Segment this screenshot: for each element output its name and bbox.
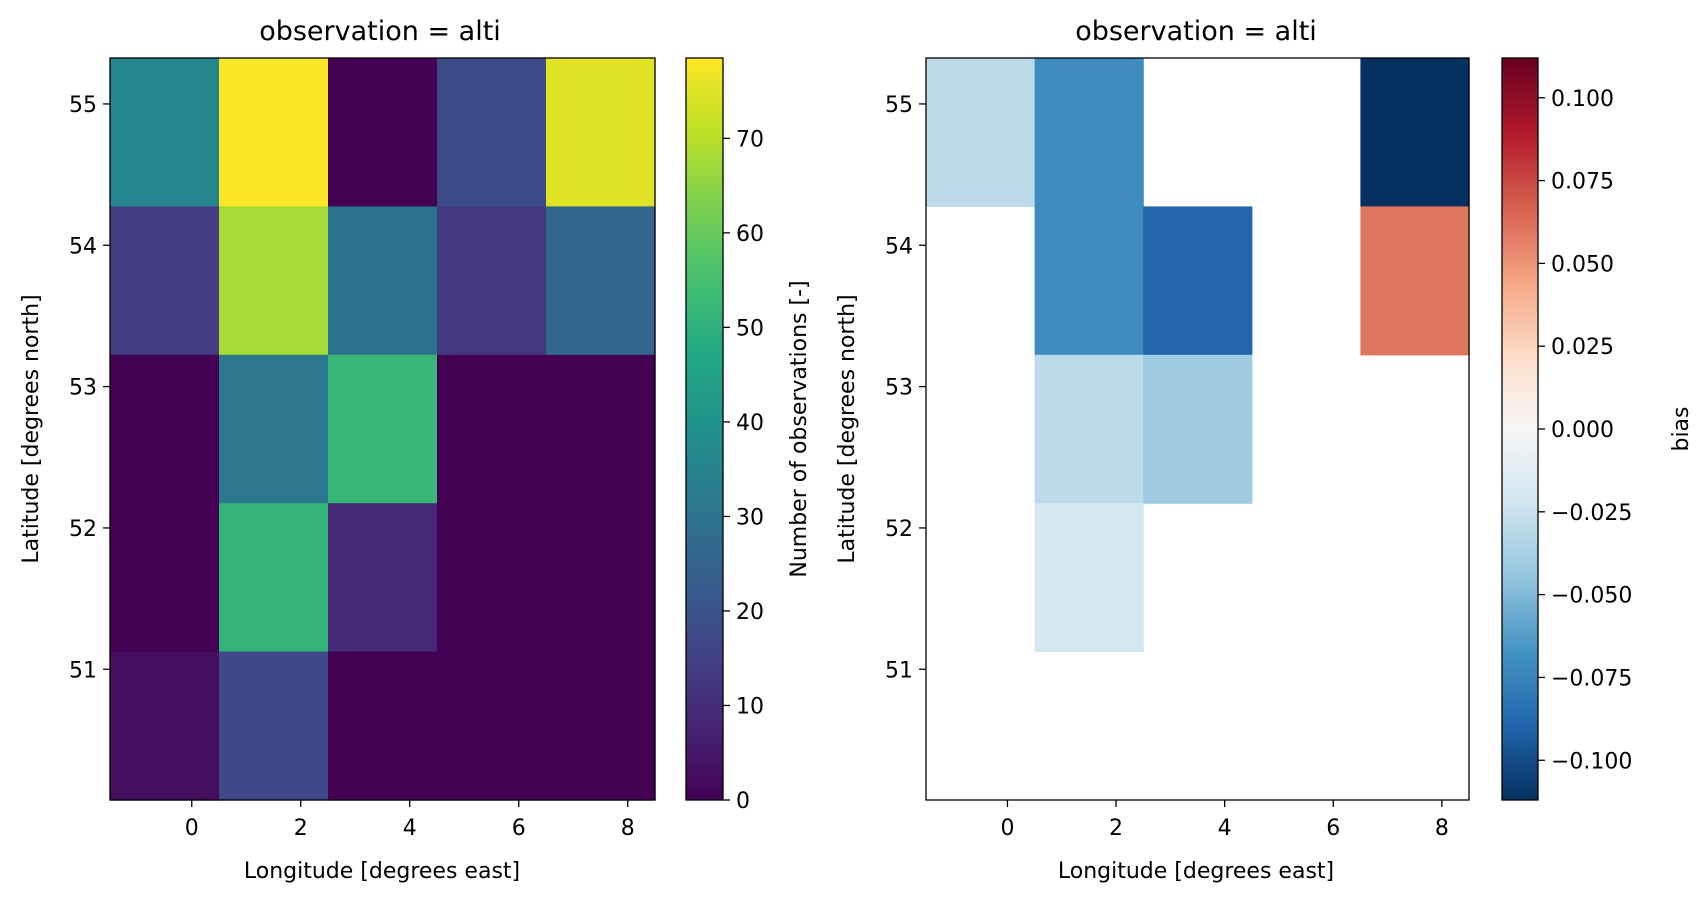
plot-frame: [109, 57, 656, 801]
heatmap-cell: [546, 206, 656, 356]
heatmap-cell: [219, 206, 329, 356]
colorbar-tick-label: 10: [736, 694, 764, 719]
heatmap-cell: [219, 58, 329, 207]
heatmap-cells: [926, 58, 1470, 653]
colorbar: [685, 57, 724, 801]
y-tick-label: 54: [69, 234, 97, 259]
heatmap-cell: [1360, 58, 1470, 207]
heatmap-cell: [546, 354, 656, 504]
heatmap-cell: [1143, 354, 1253, 504]
colorbar-tick-label: 20: [736, 600, 764, 625]
colorbar-tick-label: 0.025: [1551, 335, 1614, 360]
plot-title: observation = alti: [259, 16, 501, 47]
heatmap-cell: [219, 503, 329, 653]
heatmap-cell: [219, 354, 329, 504]
heatmap-cell: [546, 651, 656, 801]
colorbar-tick-label: 0.100: [1551, 87, 1614, 112]
heatmap-panel-count: observation = alti 0 2 4 6 8 55 54 53 52 51 Long…: [19, 16, 812, 884]
y-tick-label: 51: [69, 658, 97, 683]
colorbar-tick-label: 60: [736, 222, 764, 247]
x-tick-label: 4: [1218, 816, 1232, 841]
colorbar-tick-label: 0.000: [1551, 418, 1614, 443]
heatmap-cell: [110, 651, 220, 801]
x-axis: 0 2 4 6 8: [185, 800, 635, 841]
y-axis-label: Latitude [degrees north]: [19, 294, 44, 563]
colorbar-tick-label: −0.025: [1551, 501, 1632, 526]
colorbar-tick-label: 30: [736, 505, 764, 530]
heatmap-cell: [328, 651, 438, 801]
heatmap-cell: [110, 503, 220, 653]
x-tick-label: 6: [1326, 816, 1340, 841]
heatmap-cell: [437, 503, 547, 653]
x-tick-label: 2: [1109, 816, 1123, 841]
x-tick-label: 8: [621, 816, 635, 841]
heatmap-cell: [1143, 206, 1253, 356]
heatmap-cell: [437, 354, 547, 504]
heatmap-cell: [1034, 206, 1144, 356]
heatmap-cell: [328, 58, 438, 207]
x-tick-label: 0: [185, 816, 199, 841]
y-tick-label: 52: [69, 517, 97, 542]
colorbar-tick-label: 40: [736, 411, 764, 436]
y-axis-label: Latitude [degrees north]: [835, 294, 860, 563]
colorbar-tick-label: 0.075: [1551, 170, 1614, 195]
x-tick-label: 4: [403, 816, 417, 841]
y-tick-label: 51: [885, 658, 913, 683]
x-tick-label: 8: [1435, 816, 1449, 841]
heatmap-cell: [926, 58, 1036, 207]
heatmap-cell: [437, 651, 547, 801]
y-tick-label: 54: [885, 234, 913, 259]
heatmap-cell: [1360, 206, 1470, 356]
heatmap-cell: [437, 206, 547, 356]
plot-frame: [925, 57, 1470, 801]
colorbar-ticks: 0.100 0.075 0.050 0.025 0.000 −0.025 −0.050 −0.…: [1538, 87, 1632, 774]
x-axis-label: Longitude [degrees east]: [244, 859, 520, 884]
heatmap-cell: [328, 503, 438, 653]
colorbar: [1501, 57, 1539, 801]
y-tick-label: 55: [69, 93, 97, 118]
colorbar-tick-label: 50: [736, 316, 764, 341]
y-tick-label: 55: [885, 93, 913, 118]
x-tick-label: 6: [512, 816, 526, 841]
heatmap-panel-bias: observation = alti 0 2 4 6 8 55 54 53 52 51 Long…: [835, 16, 1694, 884]
y-tick-label: 53: [69, 376, 97, 401]
heatmap-cell: [219, 651, 329, 801]
colorbar-tick-label: 70: [736, 127, 764, 152]
colorbar-tick-label: 0: [736, 789, 750, 814]
plot-title: observation = alti: [1075, 16, 1317, 47]
y-tick-label: 52: [885, 517, 913, 542]
x-axis: 0 2 4 6 8: [1000, 800, 1449, 841]
colorbar-tick-label: −0.075: [1551, 666, 1632, 691]
y-tick-label: 53: [885, 376, 913, 401]
x-axis-label: Longitude [degrees east]: [1058, 859, 1334, 884]
heatmap-cells: [110, 58, 656, 801]
heatmap-cell: [546, 503, 656, 653]
colorbar-label: Number of observations [-]: [787, 280, 812, 577]
heatmap-cell: [110, 58, 220, 207]
colorbar-tick-label: −0.050: [1551, 584, 1632, 609]
colorbar-ticks: 0 10 20 30 40 50 60 70: [723, 127, 764, 814]
heatmap-cell: [110, 354, 220, 504]
heatmap-cell: [328, 354, 438, 504]
heatmap-cell: [1034, 58, 1144, 207]
heatmap-cell: [1034, 354, 1144, 504]
heatmap-cell: [328, 206, 438, 356]
heatmap-cell: [1034, 503, 1144, 653]
heatmap-cell: [437, 58, 547, 207]
y-axis: 55 54 53 52 51: [69, 93, 110, 683]
heatmap-cell: [546, 58, 656, 207]
heatmap-cell: [110, 206, 220, 356]
x-tick-label: 2: [294, 816, 308, 841]
y-axis: 55 54 53 52 51: [885, 93, 926, 683]
colorbar-tick-label: −0.100: [1551, 749, 1632, 774]
x-tick-label: 0: [1000, 816, 1014, 841]
colorbar-label: bias: [1669, 406, 1694, 451]
colorbar-tick-label: 0.050: [1551, 252, 1614, 277]
